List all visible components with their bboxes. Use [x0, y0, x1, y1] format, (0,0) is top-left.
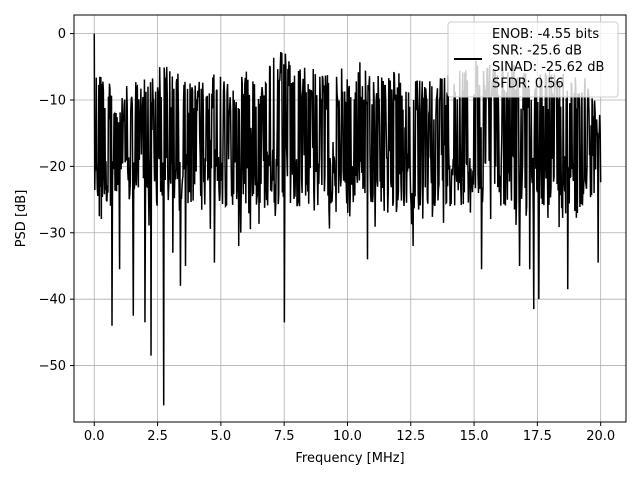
x-tick-label: 10.0 [333, 429, 362, 444]
plot-frame [73, 14, 627, 423]
x-tick-label: 12.5 [396, 429, 425, 444]
x-tick-label: 0.0 [84, 429, 105, 444]
y-axis-label: PSD [dB] [14, 190, 29, 248]
x-tick-label: 17.5 [523, 429, 552, 444]
x-tick-label: 15.0 [460, 429, 489, 444]
psd-series-line [93, 33, 602, 406]
legend-entry-snr: SNR: -25.6 dB [492, 44, 582, 59]
legend: ENOB: -4.55 bits SNR: -25.6 dB SINAD: -2… [447, 21, 619, 98]
y-tick-label: −50 [39, 359, 66, 374]
series-layer [93, 33, 602, 406]
legend-entry-sfdr: SFDR: 0.56 [492, 77, 564, 92]
y-tick-label: −30 [39, 226, 66, 241]
x-tick-label: 20.0 [586, 429, 615, 444]
x-tick-label: 7.5 [274, 429, 295, 444]
y-tick-label: −40 [39, 293, 66, 308]
axis-ticks: 0.0 2.5 5.0 7.5 10.0 12.5 15.0 17.5 20.0 0 −10 −20 −… [39, 27, 616, 444]
legend-box [447, 21, 619, 98]
y-tick-label: −10 [39, 93, 66, 108]
legend-entry-enob: ENOB: -4.55 bits [492, 27, 599, 42]
y-tick-label: 0 [58, 27, 66, 42]
x-axis-label: Frequency [MHz] [295, 451, 404, 466]
legend-entry-sinad: SINAD: -25.62 dB [492, 60, 604, 75]
y-tick-label: −20 [39, 160, 66, 175]
x-tick-label: 2.5 [147, 429, 168, 444]
x-tick-label: 5.0 [211, 429, 232, 444]
